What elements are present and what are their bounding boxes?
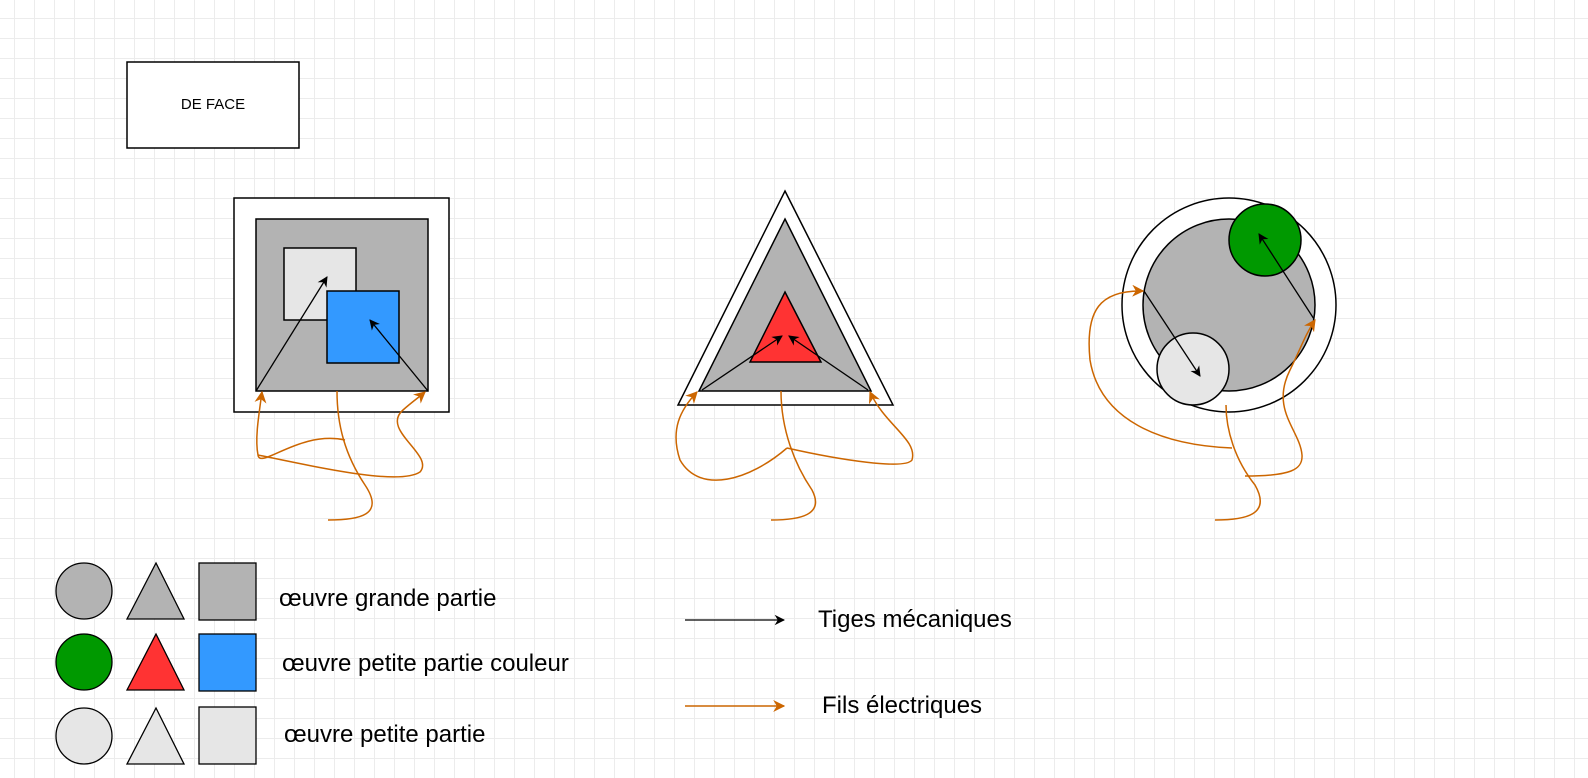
legend-rod-label: Tiges mécaniques xyxy=(818,606,1012,633)
title-box[interactable]: DE FACE xyxy=(126,61,300,149)
circle-rod-2 xyxy=(1258,233,1315,320)
triangle-wire-right xyxy=(786,390,914,465)
circle-petite-partie[interactable] xyxy=(1156,332,1230,406)
circle-wire-main xyxy=(1214,404,1261,521)
legend-line-wires: Fils électriques xyxy=(685,692,982,719)
legend-label-couleur: œuvre petite partie couleur xyxy=(282,650,569,677)
title-box-frame xyxy=(126,61,300,149)
legend-circle-petite xyxy=(55,707,113,765)
square-artwork[interactable] xyxy=(233,197,450,521)
legend-triangle-grande xyxy=(125,561,186,620)
circle-petite-partie-couleur[interactable] xyxy=(1228,203,1302,277)
square-wire-right xyxy=(257,391,426,478)
legend-label-grande: œuvre grande partie xyxy=(279,585,496,612)
circle-artwork[interactable] xyxy=(1088,197,1337,521)
legend-circle-couleur xyxy=(55,633,113,691)
square-rod-2 xyxy=(369,319,429,392)
legend-circle-grande xyxy=(55,562,113,620)
legend-line-rods: Tiges mécaniques xyxy=(685,606,1012,633)
triangle-rod-2 xyxy=(788,335,869,391)
triangle-artwork[interactable] xyxy=(675,189,914,521)
square-wire-main xyxy=(327,390,373,521)
triangle-petite-partie-couleur[interactable] xyxy=(748,290,823,363)
title-box-text: DE FACE xyxy=(181,96,245,113)
circle-wire-right xyxy=(1244,319,1316,477)
square-rod-1 xyxy=(255,276,328,392)
legend-square-couleur xyxy=(198,633,257,692)
legend-label-petite: œuvre petite partie xyxy=(284,721,485,748)
legend-square-grande xyxy=(198,562,257,621)
legend-row-petite-partie: œuvre petite partie xyxy=(55,706,485,765)
legend-triangle-petite xyxy=(125,706,186,765)
legend-square-petite xyxy=(198,706,257,765)
circle-wire-left xyxy=(1088,284,1233,449)
triangle-wire-left xyxy=(675,391,788,481)
circle-rod-1 xyxy=(1143,290,1201,377)
legend-row-grande-partie: œuvre grande partie xyxy=(55,561,496,621)
triangle-rod-1 xyxy=(701,335,783,391)
legend-wire-label: Fils électriques xyxy=(822,692,982,719)
triangle-wire-main xyxy=(770,390,817,521)
legend-triangle-couleur xyxy=(125,632,186,691)
legend-row-petite-partie-couleur: œuvre petite partie couleur xyxy=(55,632,569,692)
square-wire-left xyxy=(254,390,346,460)
square-petite-partie-couleur[interactable] xyxy=(326,290,400,364)
